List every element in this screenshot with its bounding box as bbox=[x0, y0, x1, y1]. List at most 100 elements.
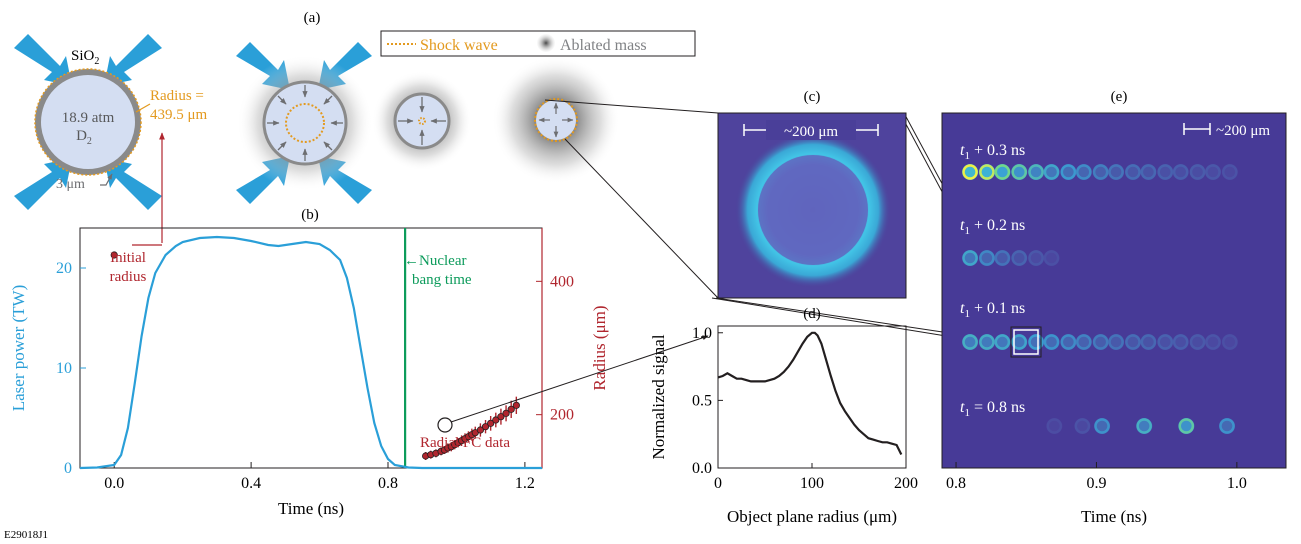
frame-ring bbox=[1060, 164, 1077, 180]
frame-ring bbox=[1043, 334, 1060, 350]
chart-b-xtick-label: 0.4 bbox=[241, 475, 261, 492]
frame-ring bbox=[1157, 334, 1173, 350]
frame-disk bbox=[1221, 164, 1238, 180]
chart-b-ylabel: Laser power (TW) bbox=[9, 285, 28, 412]
chart-e-xtick-label: 0.8 bbox=[946, 475, 966, 492]
frame-disk bbox=[1074, 418, 1091, 434]
frame-ring bbox=[1011, 334, 1027, 350]
fill-pressure-label: 18.9 atm bbox=[62, 110, 115, 126]
shell-material-label: SiO2 bbox=[71, 48, 99, 67]
chart-b-xtick-label: 0.0 bbox=[104, 475, 124, 492]
radius-data-point bbox=[481, 423, 490, 431]
chart-d-plot-area: 0 100 200 0.0 0.5 1.0 bbox=[692, 325, 918, 492]
chart-b-ytick-label: 20 bbox=[56, 260, 72, 277]
chart-d-ytick-label: 1.0 bbox=[692, 325, 712, 342]
frame-ring bbox=[1046, 418, 1063, 434]
annotation-initial-radius-2: radius bbox=[110, 269, 147, 285]
frame-disk bbox=[1189, 334, 1206, 350]
legend-shock-wave: Shock wave bbox=[420, 37, 498, 54]
radius-data-point bbox=[497, 413, 505, 421]
panel-label-e: (e) bbox=[1111, 89, 1128, 105]
frame-ring bbox=[979, 250, 995, 266]
figure-id: E29018J1 bbox=[4, 529, 48, 541]
legend-ablated-mass: Ablated mass bbox=[560, 37, 647, 54]
frame-ring bbox=[994, 334, 1011, 350]
chart-d-ytick-label: 0.5 bbox=[692, 392, 712, 409]
panel-label-b: (b) bbox=[301, 207, 319, 223]
frame-ring bbox=[1178, 418, 1195, 434]
frame-ring bbox=[994, 250, 1011, 266]
frame-ring bbox=[1140, 164, 1157, 180]
frame-ring bbox=[1172, 334, 1189, 350]
chart-e-xtick-label: 1.0 bbox=[1227, 475, 1247, 492]
frame-ring bbox=[1222, 334, 1238, 350]
frame-disk bbox=[1043, 250, 1060, 266]
panel-b-chart: (b) 0.0 0.4 0.8 1.2 0 10 20 200 400 Time (ns) La… bbox=[9, 207, 709, 518]
fill-gas-label: D2 bbox=[76, 128, 92, 147]
frame-disk bbox=[1221, 334, 1238, 350]
frame-ring bbox=[962, 334, 978, 350]
chart-e-xlabel: Time (ns) bbox=[1081, 507, 1147, 526]
highlight-box bbox=[1013, 329, 1039, 355]
frame-ring bbox=[1092, 334, 1109, 350]
frame-ring bbox=[1028, 334, 1044, 350]
frame-disk bbox=[1028, 250, 1045, 266]
chart-b-y2label: Radius (μm) bbox=[590, 305, 609, 390]
row-label: t1 + 0.2 ns bbox=[960, 217, 1025, 237]
radius-data-point bbox=[487, 419, 495, 427]
frame-ring bbox=[1205, 334, 1221, 350]
radius-data-point bbox=[110, 251, 118, 259]
chart-e-plot-area: 0.8 0.9 1.0 t1 + 0.3 ns t1 + 0.2 ns t1 + 0.1 … bbox=[946, 142, 1247, 492]
laser-power-line bbox=[79, 235, 542, 470]
frame-ring bbox=[1219, 418, 1235, 434]
radius-data-point bbox=[512, 401, 520, 409]
chart-d-frame bbox=[717, 325, 907, 469]
frame-ring bbox=[1189, 164, 1206, 180]
frame-ring bbox=[979, 164, 995, 180]
row-label: t1 + 0.3 ns bbox=[960, 142, 1025, 162]
frame-ring bbox=[962, 164, 978, 180]
frame-ring bbox=[1092, 164, 1109, 180]
radius-data-point bbox=[502, 409, 510, 417]
annotation-bang-time-1: ←Nuclear bbox=[404, 253, 466, 269]
chart-b-xtick-label: 1.2 bbox=[515, 475, 535, 492]
frame-ring bbox=[1108, 164, 1124, 180]
chart-b-y2tick-label: 400 bbox=[550, 273, 574, 290]
capsule-shell-3 bbox=[393, 92, 451, 150]
panel-c-image: (c) ~200 μm bbox=[717, 89, 907, 299]
panel-e-image: (e) 0.8 0.9 1.0 t1 + 0.3 ns t1 + 0.2 ns t1 + … bbox=[941, 89, 1287, 526]
frame-disk bbox=[1046, 418, 1063, 434]
frame-ring bbox=[1157, 164, 1173, 180]
panel-label-d: (d) bbox=[803, 306, 821, 322]
frame-ring bbox=[1043, 250, 1060, 266]
frame-ring bbox=[1011, 164, 1027, 180]
annotation-bang-time-2: bang time bbox=[412, 272, 472, 288]
frame-ring bbox=[994, 164, 1011, 180]
chart-b-xlabel: Time (ns) bbox=[278, 499, 344, 518]
radius-data-point bbox=[492, 416, 500, 424]
frame-ring bbox=[1205, 164, 1221, 180]
chart-b-ytick-label: 10 bbox=[56, 360, 72, 377]
chart-b-xtick-label: 0.8 bbox=[378, 475, 398, 492]
chart-d-xtick-label: 0 bbox=[714, 475, 722, 492]
radius-data-point bbox=[507, 405, 515, 413]
thickness-label: 3 μm bbox=[56, 177, 85, 192]
profile-line bbox=[717, 331, 903, 455]
laser-beam-arrows bbox=[14, 34, 162, 210]
chart-b-ytick-label: 0 bbox=[64, 460, 72, 477]
panel-label-a: (a) bbox=[304, 10, 321, 26]
radius-label-1: Radius = bbox=[150, 88, 204, 104]
frame-ring bbox=[1136, 418, 1152, 434]
panel-a-schematic: (a) SiO2 18.9 atm D2 Radius = 439.5 μm 3… bbox=[14, 10, 696, 243]
frame-ring bbox=[979, 334, 995, 350]
frame-ring bbox=[1125, 334, 1141, 350]
frame-ring bbox=[1125, 164, 1141, 180]
frame-ring bbox=[1074, 418, 1091, 434]
frame-ring bbox=[1108, 334, 1124, 350]
row-label: t1 + 0.1 ns bbox=[960, 300, 1025, 320]
chart-b-y2tick-label: 200 bbox=[550, 407, 574, 424]
frame-ring bbox=[1028, 250, 1044, 266]
radius-label-2: 439.5 μm bbox=[150, 107, 208, 123]
chart-d-ylabel: Normalized signal bbox=[649, 334, 668, 459]
